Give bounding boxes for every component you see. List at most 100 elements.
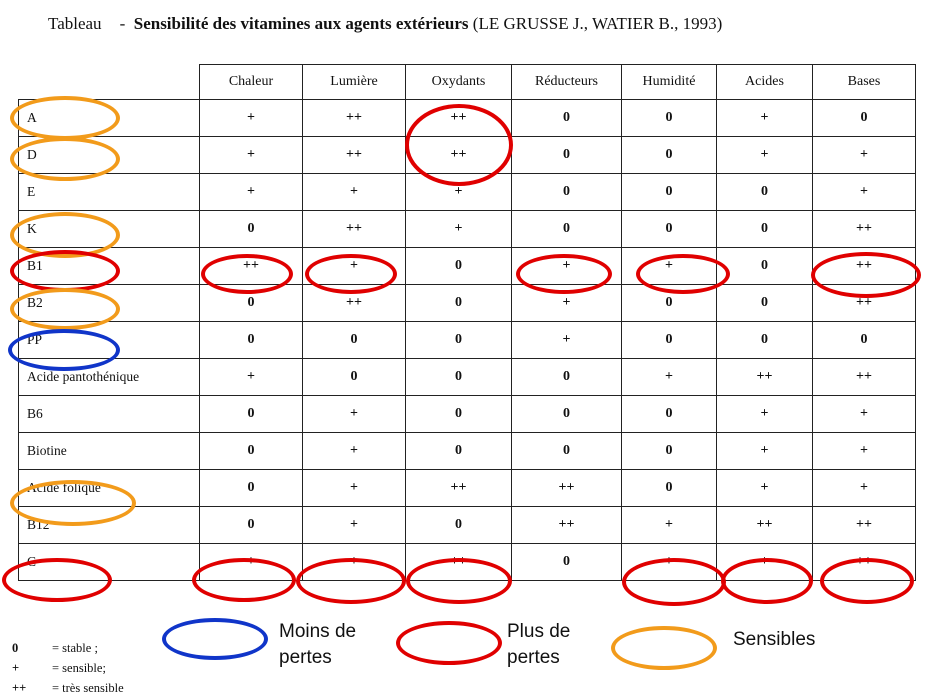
sensitivity-cell: + [812, 136, 916, 174]
sensitivity-cell: + [199, 99, 303, 137]
sensitivity-cell: 0 [199, 395, 303, 433]
table-row: B1 ++ +0 + +0 ++ [18, 247, 916, 285]
sensitivity-cell: + [716, 99, 813, 137]
sensitivity-cell: + [812, 469, 916, 507]
vitamin-name: PP [18, 321, 200, 359]
sensitivity-cell: 0 [716, 284, 813, 322]
sensitivity-cell: + [199, 543, 303, 581]
table-row: B6 0 +0 0 0 + + [18, 395, 916, 433]
sensitivity-cell: ++ [511, 469, 622, 507]
sensitivity-cell: 0 [199, 210, 303, 248]
sensitivity-cell: 0 [621, 173, 717, 211]
sensitivity-cell: + [405, 173, 512, 211]
sensitivity-cell: + [302, 173, 406, 211]
sensitivity-cell: + [716, 395, 813, 433]
sensitivity-cell: 0 [621, 136, 717, 174]
sensitivity-cell: 0 [621, 99, 717, 137]
table-row: Acide pantothénique +0 0 0 + ++ ++ [18, 358, 916, 396]
legend-symbol: + [12, 661, 20, 675]
sensitivity-cell: + [511, 321, 622, 359]
sensitivity-cell: ++ [302, 99, 406, 137]
legend-orange-label: Sensibles [733, 629, 816, 650]
sensitivity-cell: 0 [621, 284, 717, 322]
legend-tres-sensible: ++ = très sensible [12, 681, 124, 696]
sensitivity-cell: ++ [812, 210, 916, 248]
column-header: Chaleur [199, 64, 303, 100]
sensitivity-cell: + [511, 284, 622, 322]
sensitivity-cell: 0 [511, 432, 622, 470]
sensitivity-cell: 0 [621, 321, 717, 359]
sensitivity-cell: 0 [302, 321, 406, 359]
vitamin-name: B1 [18, 247, 200, 285]
sensitivity-cell: + [621, 506, 717, 544]
vitamin-sensitivity-table: Chaleur Lumière Oxydants Réducteurs Humi… [18, 64, 916, 581]
sensitivity-cell: + [716, 469, 813, 507]
column-header: Réducteurs [511, 64, 622, 100]
sensitivity-cell: + [302, 395, 406, 433]
sensitivity-cell: ++ [716, 358, 813, 396]
vitamin-name: B6 [18, 395, 200, 433]
table-row: K 0 ++ +0 0 0 ++ [18, 210, 916, 248]
sensitivity-cell: 0 [405, 432, 512, 470]
table-row: E + + +0 0 0 + [18, 173, 916, 211]
sensitivity-cell: 0 [511, 99, 622, 137]
sensitivity-cell: + [621, 247, 717, 285]
sensitivity-cell: + [621, 358, 717, 396]
table-row: A + ++ ++ 0 0 +0 [18, 99, 916, 137]
sensitivity-cell: 0 [405, 358, 512, 396]
sensitivity-cell: ++ [302, 210, 406, 248]
sensitivity-cell: 0 [405, 321, 512, 359]
sensitivity-cell: 0 [621, 432, 717, 470]
sensitivity-cell: 0 [716, 210, 813, 248]
table-row: Acide folique 0 + ++ ++ 0 + + [18, 469, 916, 507]
header-row: Chaleur Lumière Oxydants Réducteurs Humi… [18, 64, 916, 100]
sensitivity-cell: 0 [511, 136, 622, 174]
sensitivity-cell: 0 [511, 543, 622, 581]
vitamin-name: E [18, 173, 200, 211]
table-row: D + ++ ++ 0 0 + + [18, 136, 916, 174]
sensitivity-cell: + [302, 543, 406, 581]
legend-sensible: + = sensible; [12, 661, 106, 676]
sensitivity-cell: ++ [405, 136, 512, 174]
table-row: B12 0 +0 ++ + ++ ++ [18, 506, 916, 544]
sensitivity-cell: + [621, 543, 717, 581]
vitamin-name: K [18, 210, 200, 248]
sensitivity-cell: + [812, 432, 916, 470]
sensitivity-cell: ++ [812, 358, 916, 396]
sensitivity-cell: 0 [511, 358, 622, 396]
sensitivity-cell: ++ [405, 543, 512, 581]
sensitivity-cell: ++ [812, 506, 916, 544]
sensitivity-cell: 0 [405, 395, 512, 433]
sensitivity-cell: 0 [511, 173, 622, 211]
vitamin-name: C [18, 543, 200, 581]
sensitivity-cell: + [716, 432, 813, 470]
table-row: PP 0 0 0 +0 0 0 [18, 321, 916, 359]
table-row: Biotine 0 +0 0 0 + + [18, 432, 916, 470]
sensitivity-cell: 0 [511, 210, 622, 248]
sensitivity-cell: + [716, 543, 813, 581]
legend-stable: 0 = stable ; [12, 641, 98, 656]
sensitivity-cell: ++ [716, 506, 813, 544]
sensitivity-cell: 0 [405, 284, 512, 322]
sensitivity-cell: ++ [511, 506, 622, 544]
sensitivity-cell: + [405, 210, 512, 248]
vitamin-name: B2 [18, 284, 200, 322]
sensitivity-cell: ++ [812, 543, 916, 581]
sensitivity-cell: ++ [302, 136, 406, 174]
sensitivity-cell: + [302, 247, 406, 285]
sensitivity-cell: + [199, 136, 303, 174]
vitamin-name: A [18, 99, 200, 137]
column-header: Bases [812, 64, 916, 100]
legend-red-label: Plus de pertes [507, 621, 571, 668]
title-source: (LE GRUSSE J., WATIER B., 1993) [472, 14, 723, 33]
sensitivity-cell: ++ [199, 247, 303, 285]
title-prefix: Tableau [48, 14, 102, 33]
column-header: Acides [716, 64, 813, 100]
legend-meaning: = stable ; [52, 641, 98, 655]
sensitivity-cell: 0 [621, 469, 717, 507]
title-dash: - [119, 14, 126, 33]
legend-symbol: ++ [12, 681, 27, 695]
vitamin-name: Biotine [18, 432, 200, 470]
sensitivity-cell: 0 [199, 506, 303, 544]
sensitivity-cell: ++ [812, 284, 916, 322]
